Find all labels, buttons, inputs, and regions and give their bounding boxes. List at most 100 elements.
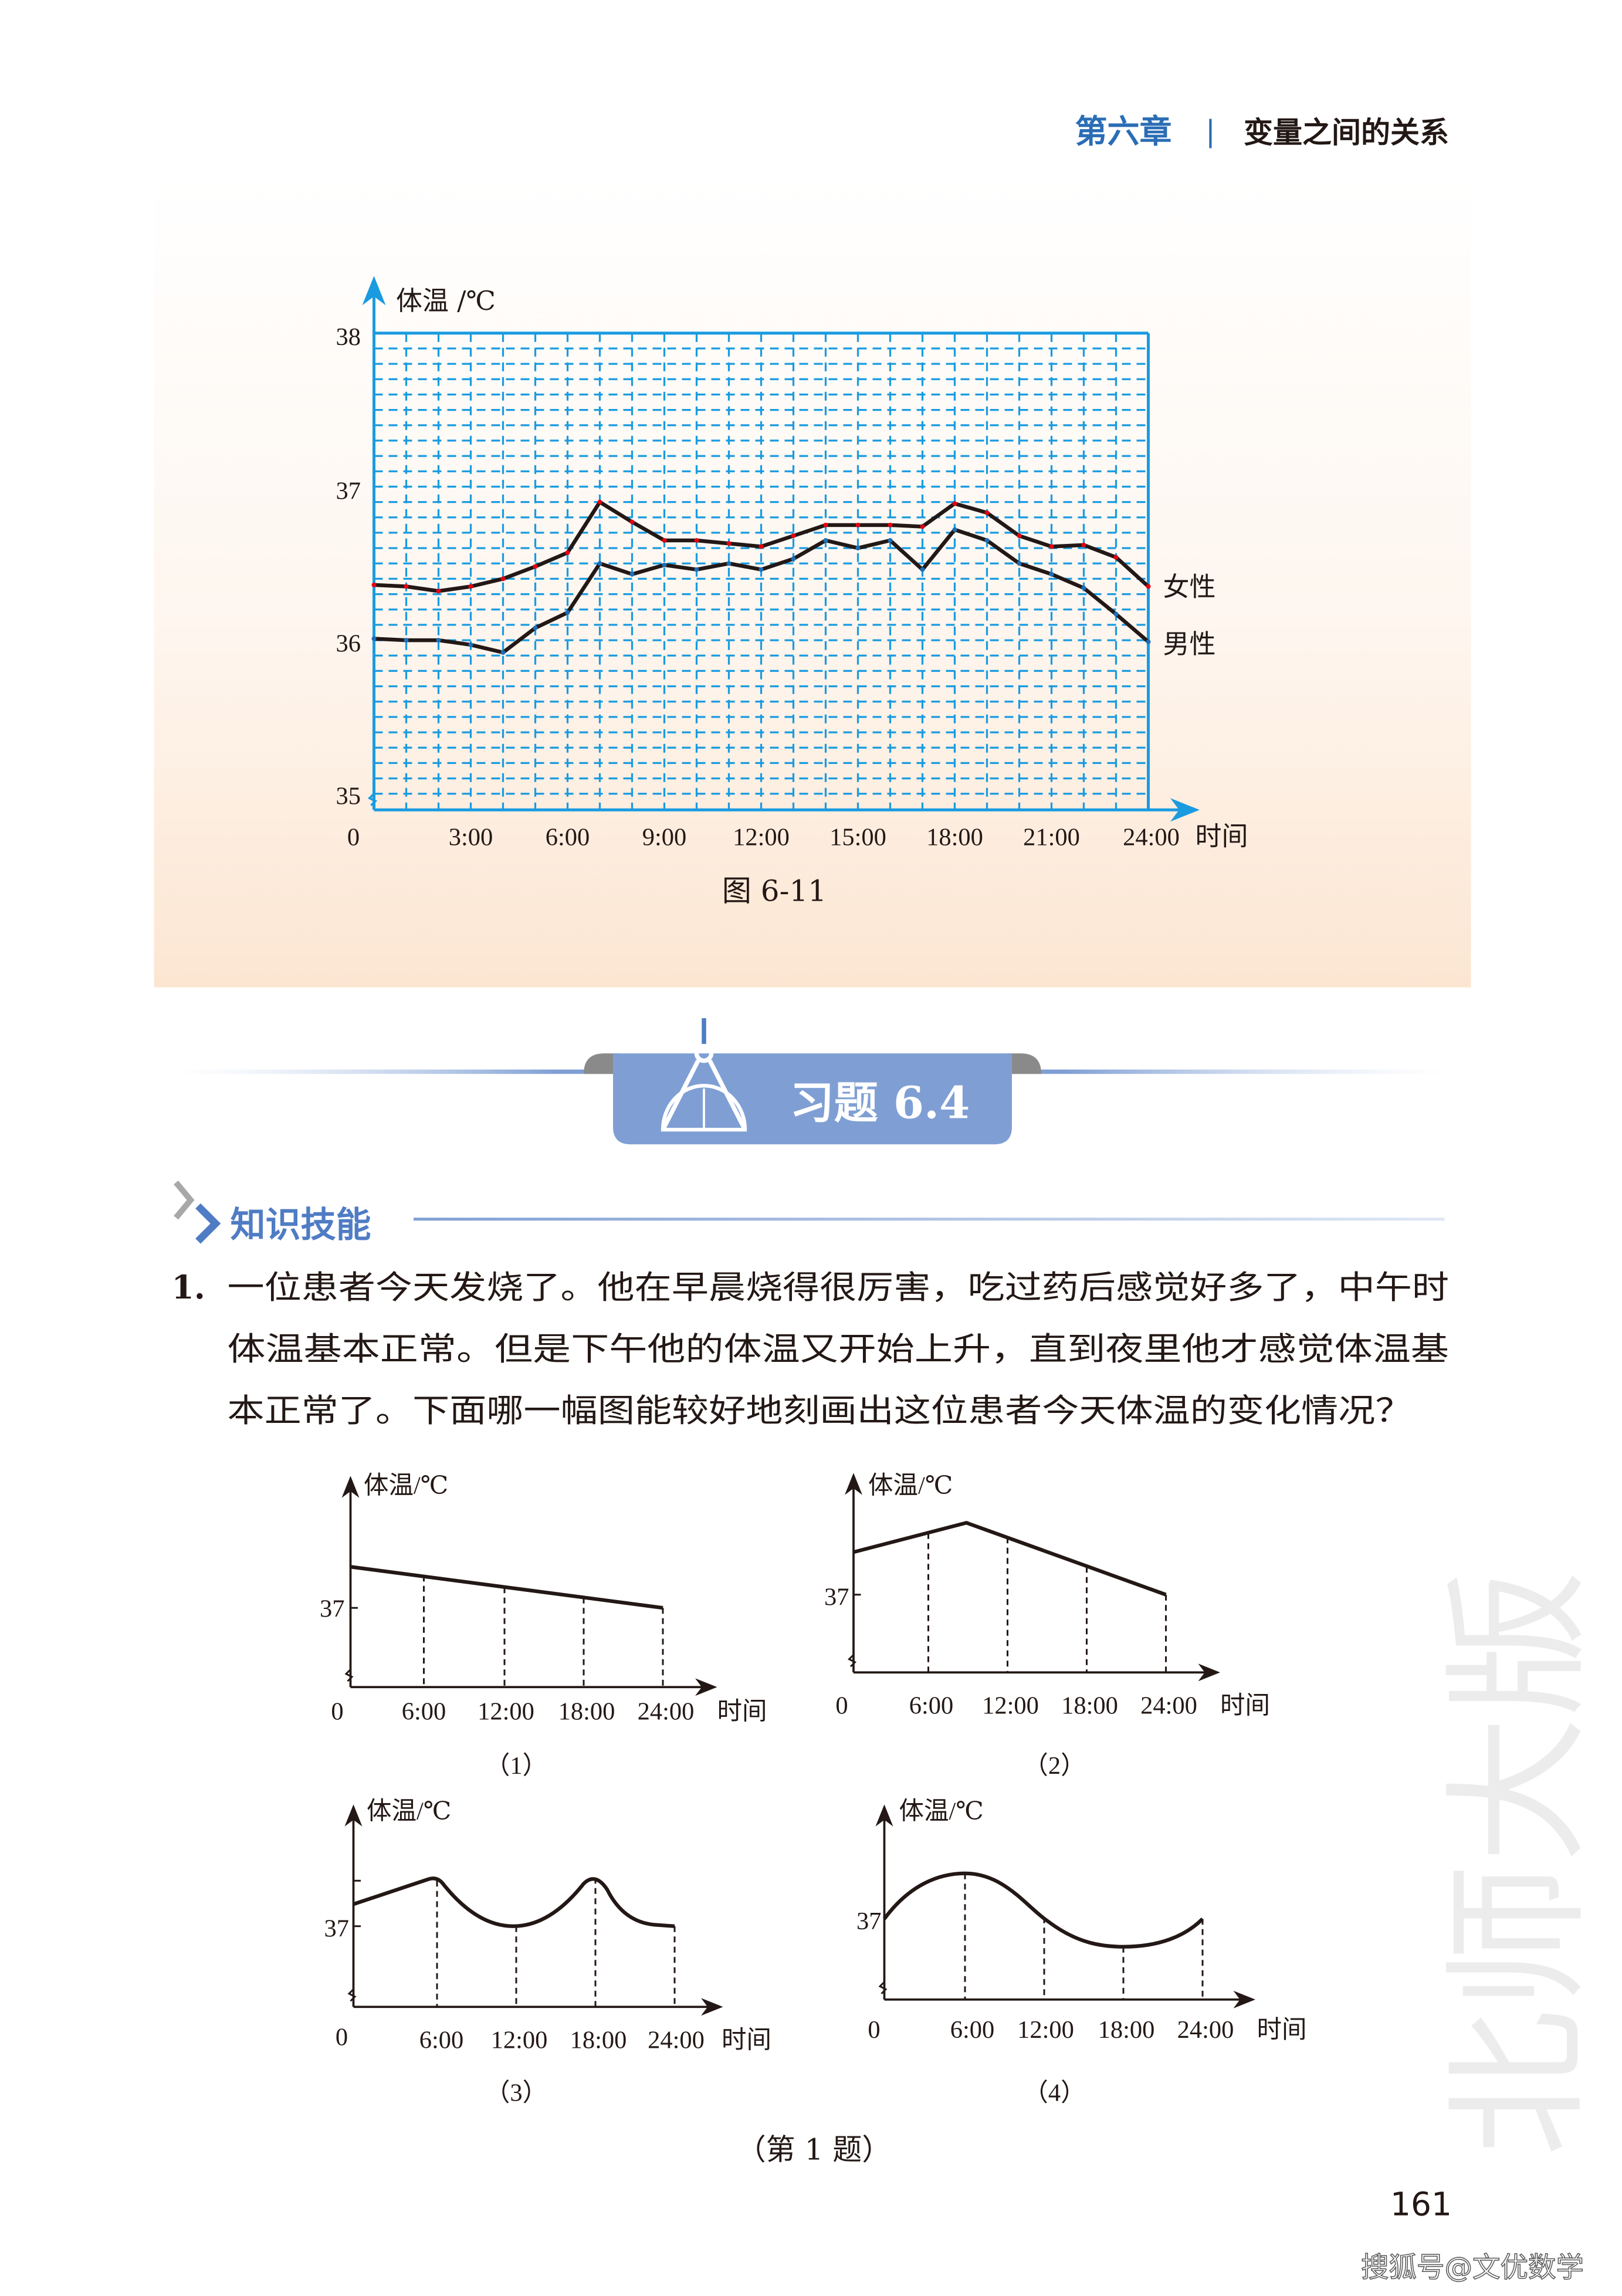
- graph-xtick: 12:00: [982, 1692, 1039, 1719]
- data-point: [629, 519, 635, 525]
- data-point: [888, 537, 893, 543]
- data-point: [984, 510, 990, 515]
- data-point: [888, 522, 893, 527]
- data-point: [1146, 639, 1151, 644]
- graph-xtick: 0: [336, 2023, 348, 2051]
- figure-caption: 图 6-11: [722, 874, 827, 908]
- publisher-watermark: 北师大版: [1433, 1570, 1604, 2156]
- exercise-banner: 习题 6.4: [176, 1018, 1445, 1145]
- graph-xlabel: 时间: [1220, 1692, 1270, 1719]
- x-tick-label: 3:00: [449, 823, 493, 851]
- x-tick-label: 24:00: [1123, 823, 1180, 851]
- graph-ylabel: 体温/℃: [868, 1472, 953, 1499]
- data-point: [629, 572, 635, 577]
- data-point: [1049, 544, 1054, 549]
- y-tick-label: 35: [336, 782, 361, 810]
- graph-xtick: 18:00: [1098, 2016, 1155, 2044]
- graph-ylabel: 体温/℃: [364, 1472, 448, 1499]
- data-point: [436, 638, 441, 643]
- graph-xtick: 0: [835, 1692, 848, 1719]
- graph-ytick: 37: [856, 1908, 882, 1935]
- banner-title: 习题 6.4: [790, 1077, 970, 1128]
- graph-xtick: 6:00: [419, 2026, 464, 2054]
- y-tick-label: 36: [336, 630, 361, 657]
- y-axis-label: 体温 /℃: [396, 285, 496, 316]
- chevron-blue-icon: [195, 1203, 221, 1244]
- option-graph-1: [341, 1476, 717, 1696]
- data-point: [565, 610, 570, 615]
- data-point: [1017, 533, 1022, 539]
- data-point: [791, 533, 796, 539]
- data-point: [920, 567, 925, 572]
- data-point: [1113, 554, 1119, 560]
- data-point: [952, 527, 957, 532]
- question-line: 本正常了。下面哪一幅图能较好地刻画出这位患者今天体温的变化情况？: [228, 1392, 1413, 1429]
- graph-xtick: 24:00: [1177, 2016, 1234, 2044]
- banner-ribbon: [613, 1053, 1012, 1145]
- data-point: [758, 567, 764, 572]
- data-point: [952, 501, 957, 506]
- graph-xtick: 24:00: [648, 2026, 705, 2054]
- data-point: [1081, 586, 1086, 591]
- data-point: [1146, 584, 1151, 589]
- data-point: [404, 638, 409, 643]
- figure-panel: [154, 176, 1471, 988]
- data-point: [404, 584, 409, 589]
- page-number: 161: [1390, 2185, 1452, 2223]
- graph-xtick: 0: [331, 1698, 343, 1725]
- graph-xtick: 12:00: [491, 2026, 548, 2054]
- data-point: [855, 546, 861, 551]
- data-point: [597, 499, 602, 505]
- chapter-number: 第六章: [1075, 113, 1172, 150]
- question-1: 1. 一位患者今天发烧了。他在早晨烧得很厉害，吃过药后感觉好多了，中午时 体温基…: [172, 1268, 1450, 1429]
- graph-xlabel: 时间: [722, 2026, 771, 2054]
- data-point: [468, 584, 473, 589]
- data-point: [565, 550, 570, 555]
- data-point: [791, 556, 796, 562]
- banner-curl-right: [1006, 1053, 1041, 1074]
- y-tick-label: 38: [336, 323, 361, 351]
- question-number: 1.: [172, 1268, 205, 1306]
- graph-xtick: 24:00: [638, 1698, 695, 1725]
- graph-ylabel: 体温/℃: [899, 1797, 984, 1825]
- source-watermark: 搜狐号@文优数学: [1361, 2251, 1584, 2284]
- data-point: [371, 636, 377, 641]
- graph-xtick: 12:00: [1017, 2016, 1074, 2044]
- data-point: [726, 541, 732, 546]
- section-heading: 知识技能: [174, 1181, 1445, 1246]
- data-point: [662, 537, 667, 543]
- data-point: [823, 537, 828, 543]
- temperature-chart: 体温 /℃ 38 37 36 35 0 3:00 6:00 9:00 12:00…: [336, 276, 1248, 851]
- question-line: 体温基本正常。但是下午他的体温又开始上升，直到夜里他才感觉体温基: [228, 1330, 1450, 1368]
- header-separator: |: [1206, 114, 1215, 148]
- graph-label: （3）: [485, 2079, 547, 2106]
- legend-male: 男性: [1163, 628, 1216, 660]
- option-graph-4: [875, 1804, 1255, 2008]
- compass-icon: [661, 1018, 747, 1132]
- data-point: [1017, 561, 1022, 566]
- x-tick-label: 21:00: [1023, 823, 1080, 851]
- graph-xtick: 6:00: [950, 2016, 995, 2044]
- data-point: [662, 562, 667, 567]
- chart-grid: [374, 332, 1150, 810]
- data-point: [1113, 611, 1119, 617]
- graph-label: （4）: [1023, 2079, 1085, 2106]
- graph-xtick: 6:00: [402, 1698, 446, 1725]
- question-caption: （第 1 题）: [737, 2132, 892, 2166]
- data-point: [533, 625, 538, 631]
- graph-xtick: 18:00: [570, 2026, 627, 2054]
- data-point: [500, 576, 506, 581]
- y-tick-label: 37: [336, 477, 361, 505]
- data-point: [920, 524, 925, 529]
- x-tick-label: 9:00: [642, 823, 687, 851]
- data-point: [758, 544, 764, 549]
- graph-label: （2）: [1023, 1752, 1085, 1780]
- x-tick-label: 6:00: [546, 823, 590, 851]
- data-point: [984, 537, 990, 543]
- banner-curl-left: [584, 1053, 619, 1074]
- graph-ytick: 37: [320, 1595, 345, 1622]
- graph-xlabel: 时间: [1257, 2016, 1307, 2044]
- data-point: [371, 582, 377, 587]
- data-point: [436, 589, 441, 594]
- x-tick-label: 15:00: [829, 823, 886, 851]
